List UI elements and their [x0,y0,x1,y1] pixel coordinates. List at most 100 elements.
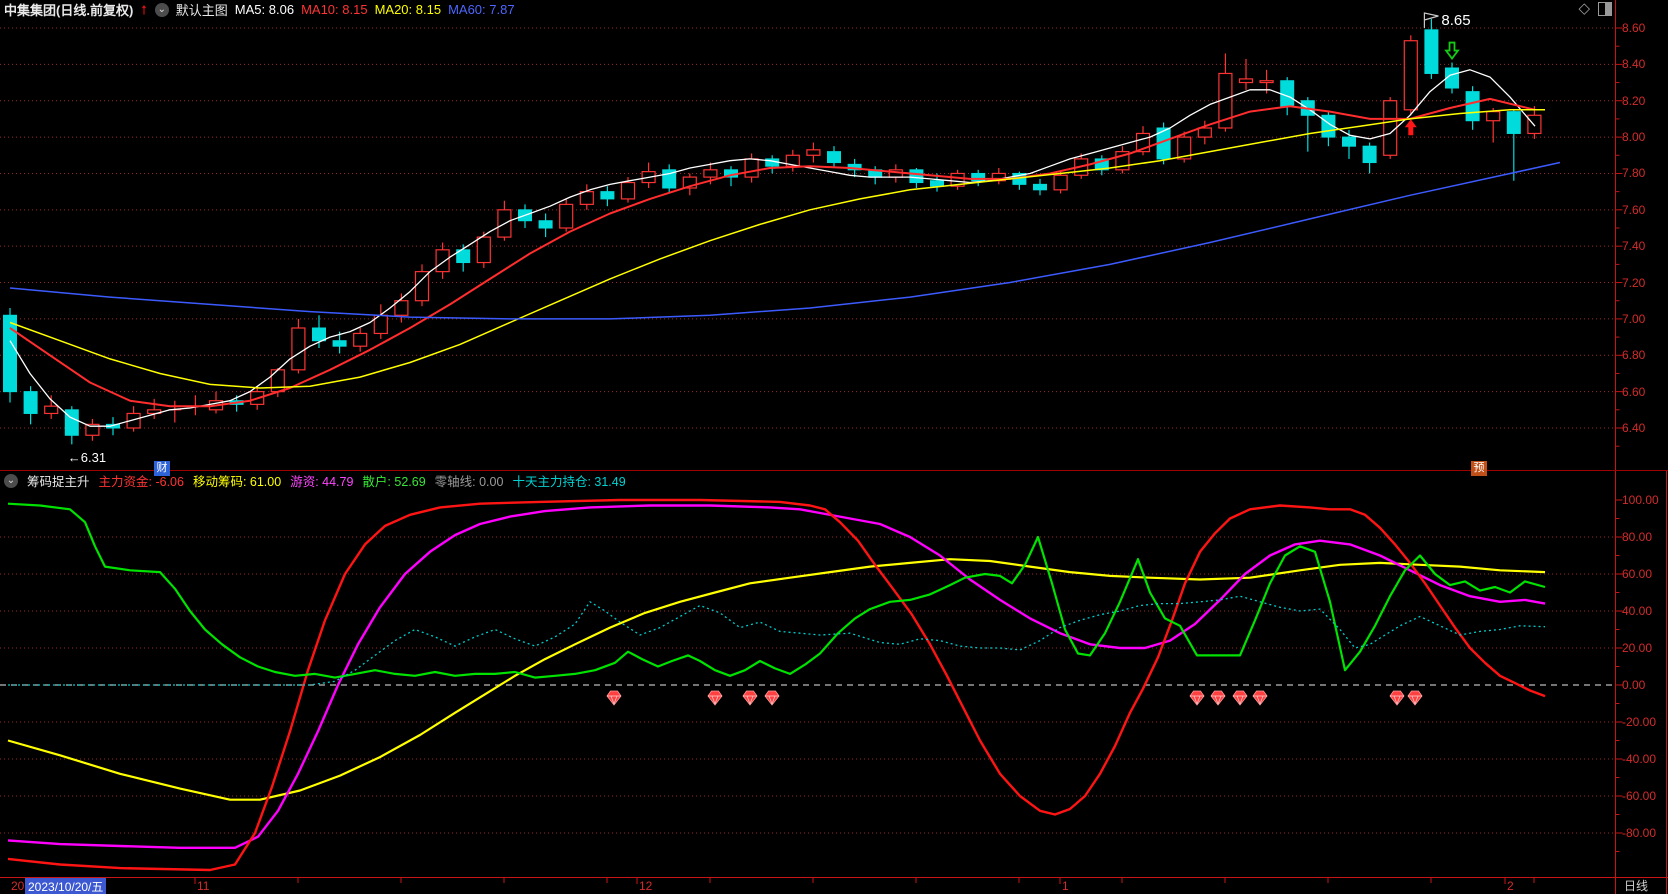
candle [1259,80,1274,84]
candle [44,405,59,415]
diamond-facet [743,695,757,705]
candle [744,158,759,178]
diamond-facet [1390,695,1404,705]
diamond-facet [765,695,779,705]
candle [1465,91,1480,122]
chevron-down-icon[interactable]: ⌄ [154,2,169,17]
price-tick-label: 7.20 [1622,275,1646,290]
diamond-facet [1190,695,1204,705]
candle [291,327,306,371]
date-prefix: 20 [11,879,25,893]
indicator-line-散户 [7,502,1546,679]
stock-title: 中集集团(日线.前复权) [4,3,134,18]
candle [1383,100,1398,156]
candle [1403,40,1418,111]
main-chart-header: 中集集团(日线.前复权) ↑ ⌄ 默认主图 MA5: 8.06 MA10: 8.… [4,0,515,19]
candle [85,423,100,436]
candle [147,409,162,415]
month-label: 11 [197,879,210,893]
candle [1238,78,1254,84]
price-tick-label: 6.80 [1622,348,1646,363]
indicator-chevron-down-icon[interactable]: ⌄ [4,473,18,488]
month-label: 2 [1507,879,1514,893]
candle [1053,174,1068,191]
diamond-marker [764,690,780,706]
indicator-youzi-value: 游资: 44.79 [290,475,354,489]
candle [1362,145,1377,164]
month-label: 1 [1062,879,1069,893]
price-tick-label: 6.40 [1622,421,1646,435]
indicator-tick-label: -20.00 [1622,715,1657,729]
diamond-marker [606,690,622,706]
price-tick-label: 6.60 [1622,384,1646,399]
candle [312,327,326,342]
diamond-tool-icon[interactable]: ◇ [1578,0,1590,17]
indicator-tick-label: 100.00 [1622,493,1659,507]
candle [435,249,450,273]
indicator-yidongchouma-value: 移动筹码: 61.00 [192,475,282,489]
split-view-icon[interactable] [1598,2,1612,16]
candle [579,191,594,205]
price-tick-label: 7.40 [1622,239,1646,254]
candlestick-series [3,18,1542,445]
candle [600,191,615,200]
indicator-tick-label: -60.00 [1622,789,1657,803]
corner-toolbar: ◇ [1578,0,1612,17]
candle [620,181,636,200]
price-tick-label: 7.80 [1622,166,1646,181]
diamond-marker [742,690,758,706]
price-tick-label: 7.00 [1622,311,1646,326]
ma60-value: MA60: 7.87 [448,2,515,17]
candle [703,169,718,178]
indicator-tick-label: 20.00 [1622,641,1653,655]
indicator-tick-label: 60.00 [1622,567,1653,581]
diamond-marker [1232,690,1248,706]
price-tick-label: 8.00 [1622,130,1646,145]
diamond-facet [1253,695,1267,705]
candle [1033,183,1047,191]
candle [1424,29,1439,74]
ma-line-ma20 [9,109,1545,389]
diamond-facet [607,695,621,705]
diamond-facet [1233,695,1247,705]
selected-date-label: 2023/10/20/五 [25,878,107,894]
candle [806,149,821,156]
price-tick-label: 8.60 [1622,21,1646,35]
candle [23,391,38,414]
indicator-zerozhou-value: 零轴线: 0.00 [434,475,504,489]
candle [1527,114,1542,135]
candle [394,300,409,316]
candle [971,172,986,182]
indicator-tick-label: 80.00 [1622,530,1653,544]
candle [827,151,841,164]
candle [538,220,553,229]
indicator-tick-label: -40.00 [1622,752,1657,766]
indicator-line-游资 [7,504,1546,849]
candle [64,409,79,436]
candle [332,340,347,347]
diamond-marker [1407,690,1423,706]
indicator-tick-label: 40.00 [1622,604,1653,618]
price-tick-label: 8.40 [1622,57,1646,72]
candle [456,249,471,264]
ma20-value: MA20: 8.15 [374,2,442,17]
period-label: 日线 [1624,879,1649,893]
diamond-facet [1408,695,1422,705]
sell-signal-arrow [1444,41,1460,61]
candle [559,203,574,229]
up-arrow-icon: ↑ [140,0,148,18]
indicator-line-主力资金 [7,498,1546,872]
candle [3,314,17,393]
indicator-zhuli-value: 主力资金: -6.06 [98,475,184,489]
indicator-sanhu-value: 散户: 52.69 [362,475,426,489]
diamond-marker [1252,690,1268,706]
flag-icon [1423,12,1439,28]
indicator-shitian-value: 十天主力持仓: 31.49 [512,475,626,489]
diamond-facet [1211,695,1225,705]
overlay-name: 默认主图 [175,3,228,18]
indicator-tick-label: -80.00 [1622,826,1657,840]
candle [1094,158,1109,171]
diamond-marker [1389,690,1405,706]
